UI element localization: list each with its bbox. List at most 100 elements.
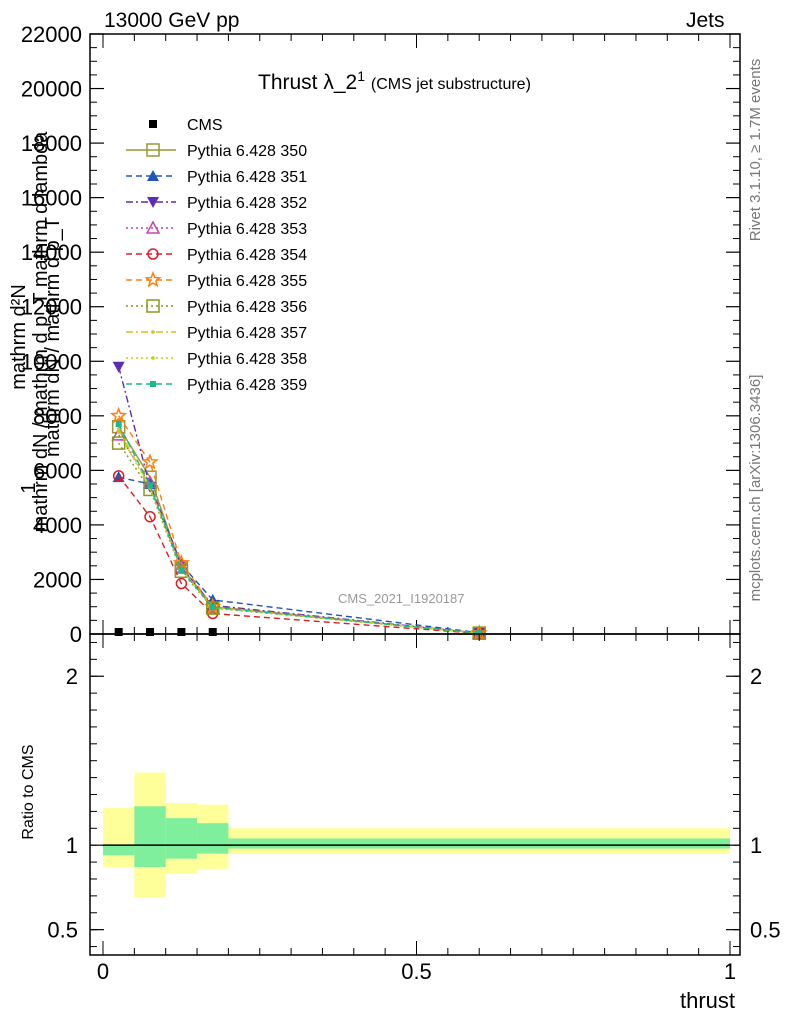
x-axis-label: thrust bbox=[680, 988, 736, 1013]
data-point bbox=[115, 421, 122, 427]
legend-label: Pythia 6.428 351 bbox=[187, 169, 307, 186]
main-y-tick-label: 8000 bbox=[33, 404, 82, 429]
data-point bbox=[111, 436, 126, 450]
main-y-tick-labels: 0 2000 4000 6000 8000 10000 12000 14000 16000 180… bbox=[21, 22, 82, 647]
legend-entry: Pythia 6.428 354 bbox=[126, 247, 307, 264]
chart-title-sup: 1 bbox=[357, 68, 366, 84]
legend-entry: Pythia 6.428 359 bbox=[126, 377, 307, 394]
data-point bbox=[112, 361, 125, 373]
legend-marker bbox=[149, 120, 157, 128]
legend-entry: Pythia 6.428 350 bbox=[126, 143, 307, 160]
data-point bbox=[172, 554, 191, 571]
series-10 bbox=[115, 421, 483, 637]
data-point bbox=[208, 628, 217, 636]
legend-label: Pythia 6.428 359 bbox=[187, 377, 307, 394]
main-y-tick-label: 14000 bbox=[21, 240, 82, 265]
main-y-tick-label: 10000 bbox=[21, 349, 82, 374]
data-point bbox=[476, 630, 483, 637]
data-point bbox=[147, 482, 154, 489]
legend-label: Pythia 6.428 355 bbox=[187, 273, 307, 290]
legend-marker bbox=[146, 143, 160, 157]
main-y-tick-label: 2000 bbox=[33, 567, 82, 592]
legend-marker bbox=[147, 248, 159, 260]
main-y-tick-label: 6000 bbox=[33, 458, 82, 483]
legend-marker bbox=[151, 330, 155, 334]
legend-label: CMS bbox=[187, 117, 223, 134]
series-line bbox=[118, 476, 480, 634]
data-point bbox=[175, 577, 188, 590]
chart-title: Thrust λ_21 (CMS jet substructure) bbox=[258, 68, 531, 95]
main-y-label-line4: mathrm dN / mathrm d p_T bbox=[42, 216, 64, 458]
legend-marker bbox=[146, 299, 160, 313]
legend-entry: CMS bbox=[149, 117, 223, 134]
data-point bbox=[144, 510, 156, 523]
data-point bbox=[110, 406, 128, 424]
series-line bbox=[118, 423, 480, 634]
legend-label: Pythia 6.428 356 bbox=[187, 299, 307, 316]
main-y-tick-label: 18000 bbox=[21, 131, 82, 156]
ratio-y-tick-labels: 0.5 0.5 1 1 2 2 bbox=[47, 664, 780, 942]
legend-marker bbox=[145, 220, 161, 234]
legend-entry: Pythia 6.428 351 bbox=[126, 169, 307, 186]
ratio-band-inner bbox=[165, 818, 198, 859]
ratio-x-tick-labels: 0 0.5 1 bbox=[97, 959, 736, 984]
ratio-y-tick-label: 1 bbox=[66, 833, 78, 858]
legend-marker bbox=[150, 381, 156, 387]
legend-marker bbox=[144, 270, 162, 288]
main-y-tick-label: 22000 bbox=[21, 22, 82, 47]
legend-marker bbox=[147, 170, 159, 181]
main-panel: 0 2000 4000 6000 8000 10000 12000 14000 16000 180… bbox=[21, 22, 741, 647]
ratio-plot-frame bbox=[89, 633, 741, 956]
data-point bbox=[177, 628, 186, 636]
ratio-band-outer bbox=[103, 808, 135, 868]
chart-title-sub: (CMS jet substructure) bbox=[370, 76, 531, 93]
main-y-tick-label: 20000 bbox=[21, 77, 82, 102]
legend-entry: Pythia 6.428 355 bbox=[126, 270, 307, 290]
legend-label: Pythia 6.428 353 bbox=[187, 221, 307, 238]
legend-label: Pythia 6.428 350 bbox=[187, 143, 307, 160]
main-y-tick-label: 16000 bbox=[21, 186, 82, 211]
legend-entry: Pythia 6.428 356 bbox=[126, 299, 307, 316]
ratio-y-tick-label-right: 2 bbox=[750, 664, 762, 689]
legend-entry: Pythia 6.428 358 bbox=[126, 351, 307, 368]
main-y-tick-label: 0 bbox=[70, 622, 82, 647]
ratio-band-inner bbox=[103, 845, 135, 856]
data-point bbox=[174, 564, 189, 579]
ratio-y-tick-label: 2 bbox=[66, 664, 78, 689]
legend-entry: Pythia 6.428 357 bbox=[126, 325, 307, 342]
ratio-y-tick-label-right: 1 bbox=[750, 833, 762, 858]
legend-entry: Pythia 6.428 352 bbox=[126, 195, 307, 212]
main-series-group bbox=[110, 361, 488, 641]
mcplots-label: mcplots.cern.ch [arXiv:1306.3436] bbox=[747, 374, 764, 602]
data-point bbox=[178, 566, 185, 573]
data-point bbox=[146, 628, 155, 636]
rivet-version-label: Rivet 3.1.10, ≥ 1.7M events bbox=[747, 58, 764, 242]
chart-title-main: Thrust λ_2 bbox=[258, 71, 358, 94]
series-5 bbox=[112, 470, 485, 640]
ratio-y-tick-label-right: 0.5 bbox=[750, 918, 781, 943]
legend-label: Pythia 6.428 357 bbox=[187, 325, 307, 342]
legend-label: Pythia 6.428 354 bbox=[187, 247, 307, 264]
header-left-label: 13000 GeV pp bbox=[104, 9, 240, 32]
data-point bbox=[116, 430, 121, 434]
ratio-band-inner bbox=[197, 823, 229, 854]
data-point bbox=[209, 604, 216, 611]
legend: CMS Pythia 6.428 350 Pythia 6.428 351 Pythi… bbox=[126, 117, 307, 394]
series-line bbox=[118, 475, 480, 635]
ratio-y-tick-label: 0.5 bbox=[47, 918, 78, 943]
ratio-band-inner bbox=[228, 838, 730, 849]
legend-marker bbox=[147, 197, 159, 208]
data-point bbox=[116, 427, 121, 432]
ratio-axis-ticks bbox=[90, 634, 740, 955]
legend-label: Pythia 6.428 352 bbox=[187, 195, 307, 212]
ratio-y-label: Ratio to CMS bbox=[20, 744, 37, 840]
ratio-x-tick-label: 0.5 bbox=[401, 959, 432, 984]
main-y-tick-label: 4000 bbox=[33, 513, 82, 538]
ratio-band-inner bbox=[134, 806, 166, 868]
data-point bbox=[114, 628, 123, 636]
ratio-x-tick-label: 1 bbox=[724, 959, 736, 984]
ratio-x-tick-label: 0 bbox=[97, 959, 109, 984]
legend-marker bbox=[151, 356, 155, 360]
data-point bbox=[112, 470, 125, 482]
